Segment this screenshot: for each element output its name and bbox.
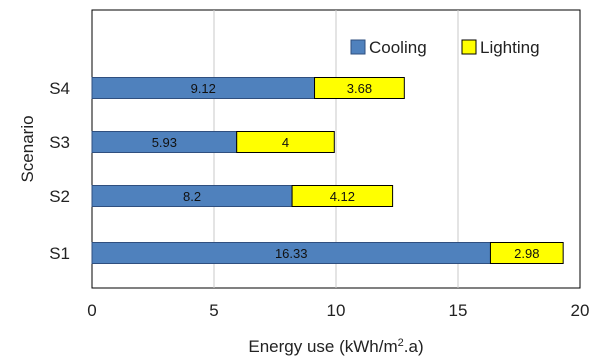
bar-lighting-s4: [314, 77, 405, 99]
bars: [91, 77, 564, 264]
data-label-cooling-s2: 8.2: [183, 189, 201, 204]
x-axis-title: Energy use (kWh/m2.a): [248, 337, 423, 356]
x-tick-labels: 0 5 10 15 20: [87, 301, 589, 320]
x-tick-label: 0: [87, 301, 96, 320]
data-label-cooling-s4: 9.12: [191, 81, 216, 96]
legend-swatch-lighting: [461, 39, 477, 55]
y-tick-labels: S1 S2 S3 S4: [49, 79, 70, 263]
y-tick-label-s1: S1: [49, 244, 70, 263]
y-axis-title: Scenario: [18, 115, 37, 182]
data-label-cooling-s3: 5.93: [152, 135, 177, 150]
y-tick-label-s3: S3: [49, 133, 70, 152]
legend-label-lighting: Lighting: [480, 38, 540, 57]
data-label-lighting-s1: 2.98: [514, 246, 539, 261]
bar-lighting-s2: [291, 185, 394, 207]
legend: Cooling Lighting: [350, 38, 540, 57]
data-label-lighting-s4: 3.68: [347, 81, 372, 96]
x-tick-label: 5: [209, 301, 218, 320]
bar-lighting-s3: [236, 131, 335, 153]
legend-swatch-cooling: [350, 39, 366, 55]
x-tick-label: 15: [449, 301, 468, 320]
data-label-cooling-s1: 16.33: [275, 246, 308, 261]
legend-label-cooling: Cooling: [369, 38, 427, 57]
data-label-lighting-s2: 4.12: [330, 189, 355, 204]
x-tick-label: 10: [327, 301, 346, 320]
bar-lighting-s1: [489, 242, 564, 264]
y-tick-label-s4: S4: [49, 79, 70, 98]
x-tick-label: 20: [571, 301, 590, 320]
y-tick-label-s2: S2: [49, 187, 70, 206]
data-labels: 16.33 2.98 8.2 4.12 5.93 4 9.12 3.68: [152, 81, 540, 261]
data-label-lighting-s3: 4: [282, 135, 289, 150]
